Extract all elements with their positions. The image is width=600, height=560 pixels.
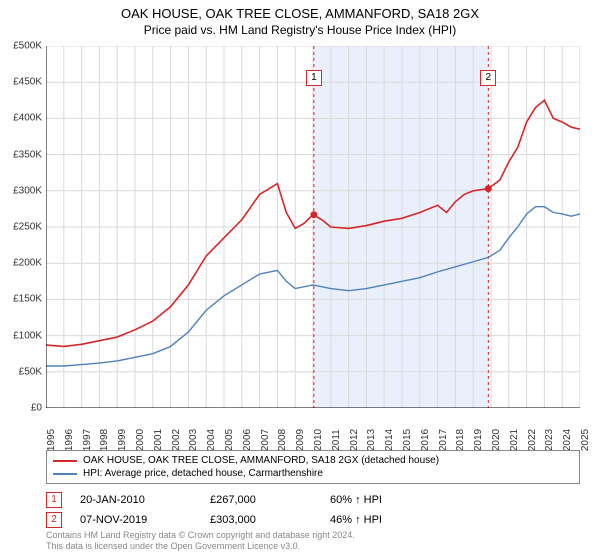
y-tick-label: £100K (13, 330, 42, 341)
chart-container: OAK HOUSE, OAK TREE CLOSE, AMMANFORD, SA… (0, 0, 600, 560)
sale-date-2: 07-NOV-2019 (80, 514, 210, 526)
y-tick-label: £400K (13, 113, 42, 124)
legend-swatch-hpi (53, 473, 77, 475)
legend-label-hpi: HPI: Average price, detached house, Carm… (83, 468, 323, 479)
x-tick-label: 2000 (135, 429, 146, 451)
x-tick-label: 2023 (544, 429, 555, 451)
x-tick-label: 2007 (260, 429, 271, 451)
y-tick-label: £500K (13, 41, 42, 52)
y-tick-label: £250K (13, 222, 42, 233)
y-tick-label: £350K (13, 149, 42, 160)
sale-price-2: £303,000 (210, 514, 330, 526)
x-tick-label: 2025 (580, 429, 591, 451)
sale-marker-box-2: 2 (480, 70, 496, 86)
legend-box: OAK HOUSE, OAK TREE CLOSE, AMMANFORD, SA… (46, 450, 580, 484)
y-tick-label: £150K (13, 294, 42, 305)
x-tick-label: 2014 (384, 429, 395, 451)
chart-plot-area: 12 (46, 46, 580, 408)
x-tick-label: 2006 (242, 429, 253, 451)
x-tick-label: 2020 (491, 429, 502, 451)
chart-title-line2: Price paid vs. HM Land Registry's House … (0, 21, 600, 37)
x-tick-label: 1997 (82, 429, 93, 451)
x-tick-label: 2010 (313, 429, 324, 451)
x-tick-label: 1996 (64, 429, 75, 451)
sale-pct-2: 46% ↑ HPI (330, 514, 450, 526)
x-tick-label: 2002 (171, 429, 182, 451)
x-tick-label: 1995 (46, 429, 57, 451)
sale-row-1: 1 20-JAN-2010 £267,000 60% ↑ HPI (46, 490, 580, 510)
x-tick-label: 2017 (438, 429, 449, 451)
x-tick-label: 2018 (455, 429, 466, 451)
sale-price-1: £267,000 (210, 494, 330, 506)
footer-attribution: Contains HM Land Registry data © Crown c… (46, 530, 355, 552)
y-tick-label: £0 (31, 403, 42, 414)
sale-pct-1: 60% ↑ HPI (330, 494, 450, 506)
sale-marker-2: 2 (46, 512, 62, 528)
x-tick-label: 2019 (473, 429, 484, 451)
footer-line2: This data is licensed under the Open Gov… (46, 541, 355, 552)
sale-date-1: 20-JAN-2010 (80, 494, 210, 506)
x-tick-label: 2012 (349, 429, 360, 451)
x-tick-label: 2009 (295, 429, 306, 451)
sales-list: 1 20-JAN-2010 £267,000 60% ↑ HPI 2 07-NO… (46, 490, 580, 530)
x-tick-label: 2005 (224, 429, 235, 451)
y-axis-labels: £0£50K£100K£150K£200K£250K£300K£350K£400… (0, 46, 44, 408)
chart-svg (46, 46, 580, 408)
x-tick-label: 2003 (188, 429, 199, 451)
y-tick-label: £300K (13, 185, 42, 196)
chart-title-line1: OAK HOUSE, OAK TREE CLOSE, AMMANFORD, SA… (0, 0, 600, 21)
x-tick-label: 2011 (331, 429, 342, 451)
x-tick-label: 2004 (206, 429, 217, 451)
x-tick-label: 2024 (562, 429, 573, 451)
y-tick-label: £50K (19, 366, 42, 377)
x-tick-label: 1999 (117, 429, 128, 451)
sale-row-2: 2 07-NOV-2019 £303,000 46% ↑ HPI (46, 510, 580, 530)
y-tick-label: £200K (13, 258, 42, 269)
sale-marker-box-1: 1 (306, 70, 322, 86)
x-tick-label: 2001 (153, 429, 164, 451)
x-tick-label: 2021 (509, 429, 520, 451)
x-tick-label: 2013 (366, 429, 377, 451)
x-tick-label: 2016 (420, 429, 431, 451)
y-tick-label: £450K (13, 77, 42, 88)
x-tick-label: 2022 (527, 429, 538, 451)
x-axis-labels: 1995 1996 1997 1998 1999 2000 2001 2002 2003 2004… (46, 410, 580, 450)
footer-line1: Contains HM Land Registry data © Crown c… (46, 530, 355, 541)
x-tick-label: 1998 (99, 429, 110, 451)
legend-item-hpi: HPI: Average price, detached house, Carm… (53, 467, 573, 480)
x-tick-label: 2008 (277, 429, 288, 451)
x-tick-label: 2015 (402, 429, 413, 451)
legend-swatch-price (53, 460, 77, 462)
sale-marker-1: 1 (46, 492, 62, 508)
legend-item-price: OAK HOUSE, OAK TREE CLOSE, AMMANFORD, SA… (53, 454, 573, 467)
legend-label-price: OAK HOUSE, OAK TREE CLOSE, AMMANFORD, SA… (83, 455, 439, 466)
